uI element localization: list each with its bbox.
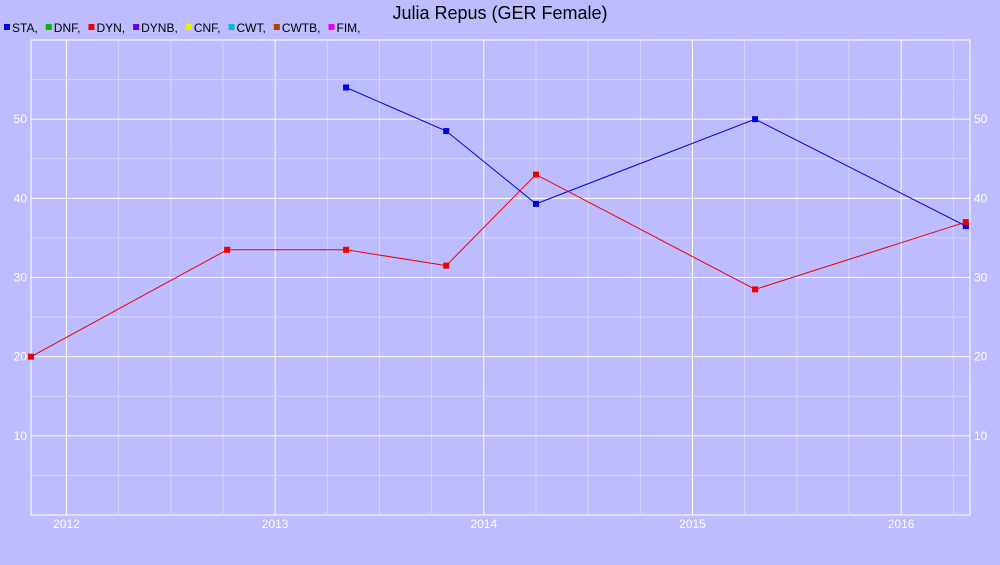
series-layer [28, 84, 969, 360]
data-point-sta [443, 128, 450, 135]
x-tick-label: 2015 [679, 517, 706, 531]
x-tick-label: 2012 [53, 517, 80, 531]
data-point-dyn [443, 262, 450, 269]
legend-swatch-4 [185, 24, 192, 30]
y-tick-label-left: 30 [14, 271, 28, 285]
y-tick-label-right: 40 [974, 191, 988, 205]
legend-swatch-7 [328, 24, 335, 30]
y-tick-label-left: 40 [14, 191, 28, 205]
legend-swatch-0 [4, 24, 10, 30]
legend-swatch-1 [45, 24, 52, 30]
data-point-sta [962, 223, 969, 230]
legend-label-1: DNF, [54, 21, 81, 35]
data-point-dyn [28, 353, 34, 360]
data-point-dyn [752, 286, 759, 293]
legend-swatch-3 [133, 24, 140, 30]
grid [31, 40, 970, 515]
y-tick-label-left: 10 [14, 429, 28, 443]
y-tick-label-left: 50 [14, 112, 28, 126]
y-tick-label-right: 30 [974, 271, 988, 285]
legend-swatch-5 [228, 24, 235, 30]
data-point-dyn [532, 171, 539, 178]
data-point-sta [532, 200, 539, 207]
x-tick-label: 2014 [470, 517, 497, 531]
data-point-dyn [343, 246, 350, 253]
data-point-sta [752, 116, 759, 123]
y-tick-label-right: 20 [974, 350, 988, 364]
legend-swatch-2 [88, 24, 95, 30]
legend-label-5: CWT, [236, 21, 265, 35]
legend-label-3: DYNB, [141, 21, 178, 35]
data-point-dyn [962, 219, 969, 226]
y-tick-label-right: 10 [974, 429, 988, 443]
chart-title: Julia Repus (GER Female) [392, 3, 607, 23]
axes: 2012 2013 2014 2015 2016 10 10 20 20 30 30 40 40 50 50 [14, 112, 988, 531]
legend-label-2: DYN, [96, 21, 125, 35]
legend: STA, DNF, DYN, DYNB, CNF, CWT, CWTB, FIM, [4, 21, 360, 35]
legend-label-4: CNF, [194, 21, 221, 35]
data-point-dyn [224, 246, 231, 253]
y-tick-label-left: 20 [14, 350, 28, 364]
legend-swatch-6 [273, 24, 280, 30]
legend-label-7: FIM, [336, 21, 360, 35]
legend-label-6: CWTB, [282, 21, 321, 35]
legend-label-0: STA, [12, 21, 38, 35]
x-tick-label: 2013 [262, 517, 289, 531]
y-tick-label-right: 50 [974, 112, 988, 126]
x-tick-label: 2016 [888, 517, 915, 531]
data-point-sta [343, 84, 350, 91]
